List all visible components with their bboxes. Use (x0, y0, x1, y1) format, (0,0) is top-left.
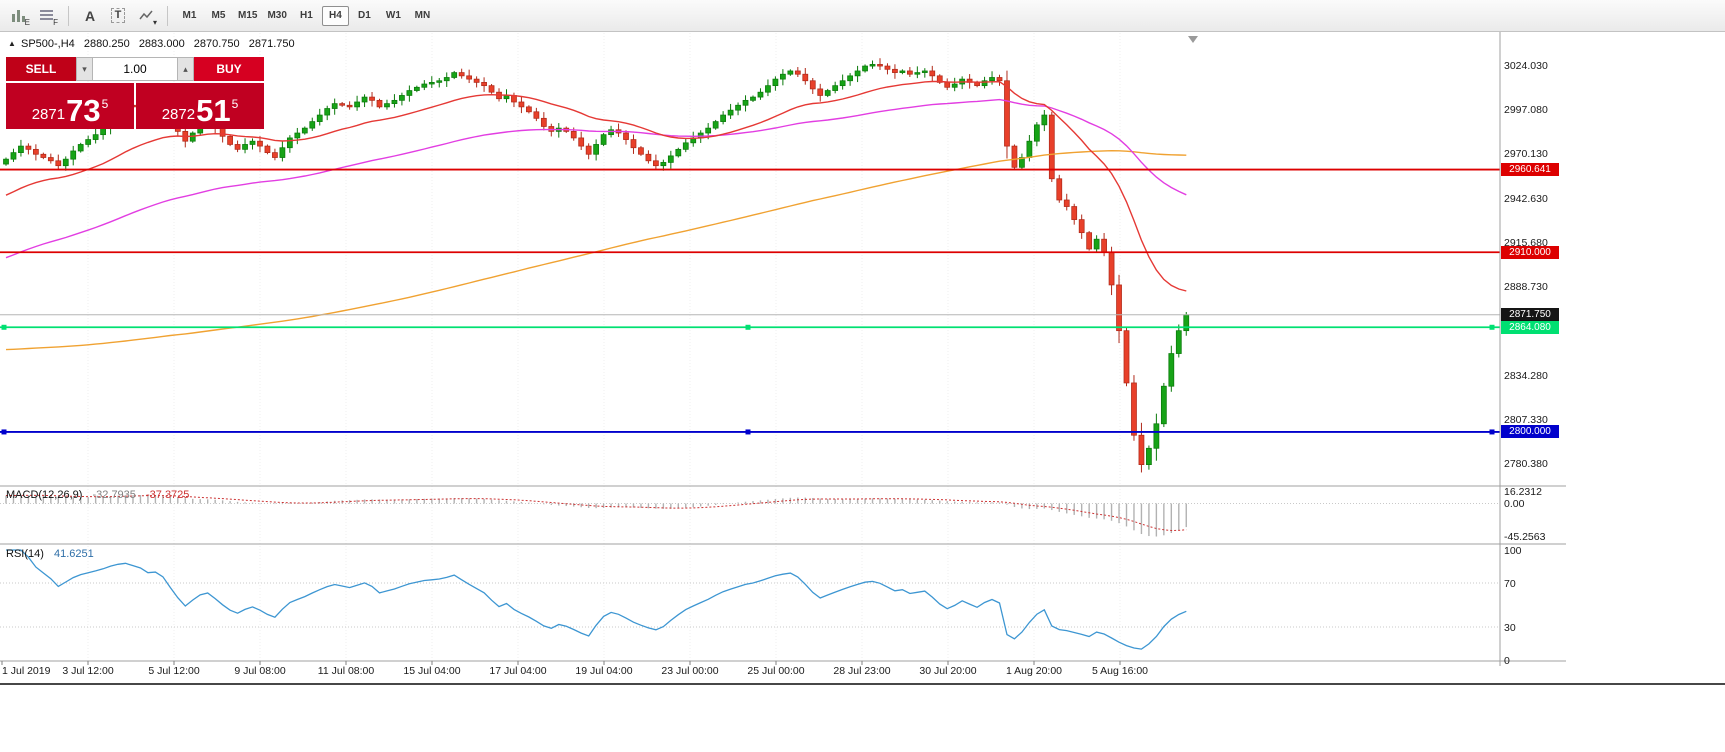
sell-price-main: 2871 (31, 106, 66, 123)
timeframe-button-h1[interactable]: H1 (300, 10, 313, 21)
macd-panel (0, 494, 1500, 537)
chart-window: ▲ SP500-,H4 2880.250 2883.000 2870.750 2… (0, 32, 1725, 752)
time-axis-label: 15 Jul 04:00 (403, 665, 461, 677)
time-axis-label: 17 Jul 04:00 (489, 665, 547, 677)
current-price-tag: 2871.750 (1501, 308, 1559, 322)
rsi-axis-label: 0 (1504, 654, 1510, 667)
price-axis-label: 2997.080 (1504, 104, 1548, 117)
zigzag-glyph (139, 10, 153, 19)
bars-glyph (12, 10, 25, 22)
macd-axis-label: -45.2563 (1504, 531, 1546, 543)
chart-grid-icon[interactable]: F (34, 4, 60, 28)
time-axis-label: 1 Jul 2019 (2, 665, 51, 677)
timeframe-button-h4[interactable]: H4 (321, 5, 349, 26)
buy-price-main: 2872 (161, 106, 196, 123)
price-axis-label: 2970.130 (1504, 148, 1548, 161)
font-icon[interactable]: A (84, 7, 96, 24)
time-axis-label: 30 Jul 20:00 (919, 665, 977, 677)
time-axis-label: 28 Jul 23:00 (833, 665, 891, 677)
volume-increase-button[interactable]: ▴ (177, 57, 194, 81)
hline-price-tag: 2864.080 (1501, 320, 1559, 334)
macd-indicator-label: MACD(12,26,9) -32.7935 -37.3725 (6, 489, 196, 501)
chart-profile-icon[interactable]: E (6, 4, 32, 28)
symbol-name: SP500-,H4 (20, 38, 75, 50)
sell-price-display[interactable]: 2871 73 5 (6, 83, 134, 129)
text-label-icon[interactable]: T (105, 4, 131, 28)
rsi-axis-label: 70 (1504, 577, 1516, 590)
time-axis-label: 23 Jul 00:00 (661, 665, 719, 677)
toolbar-separator (167, 5, 168, 26)
timeframe-button-m30[interactable]: M30 (267, 10, 287, 21)
time-axis-label: 25 Jul 00:00 (747, 665, 805, 677)
macd-main-value: -32.7935 (92, 489, 136, 501)
macd-name: MACD(12,26,9) (6, 489, 83, 501)
rsi-axis-label: 100 (1504, 544, 1522, 557)
time-axis-label: 9 Jul 08:00 (234, 665, 286, 677)
toolbar-separator (68, 5, 69, 26)
timeframe-button-m15[interactable]: M15 (238, 10, 258, 21)
time-axis-label: 5 Aug 16:00 (1091, 665, 1149, 677)
axis-frame (0, 32, 1566, 666)
bar-open: 2880.250 (83, 38, 130, 50)
time-axis-label: 11 Jul 08:00 (317, 665, 375, 677)
rsi-name: RSI(14) (6, 548, 44, 560)
buy-price-display[interactable]: 2872 51 5 (136, 83, 264, 129)
timeframe-toolbar: M1 M5 M15 M30 H1 H4 D1 W1 MN (175, 5, 437, 26)
chevron-down-icon: ▾ (152, 17, 157, 27)
draw-style-icon[interactable]: ▾ (133, 4, 159, 28)
sell-price-pips: 73 (66, 92, 101, 128)
price-axis-label: 2780.380 (1504, 458, 1548, 470)
volume-input[interactable] (93, 57, 177, 81)
candlestick-series (3, 58, 1190, 473)
rsi-value: 41.6251 (53, 548, 94, 560)
price-axis-label: 2834.280 (1504, 369, 1548, 382)
horizontal-lines (0, 168, 1500, 435)
macd-axis-label: 0.00 (1504, 498, 1525, 510)
hline-price-tag: 2960.641 (1501, 163, 1559, 177)
timeframe-button-w1[interactable]: W1 (385, 10, 401, 21)
toolbar: E F A T ▾ M1 M5 M15 M30 H1 H4 D1 W1 MN (0, 0, 1725, 32)
chart-canvas[interactable] (0, 32, 1566, 684)
rsi-axis-label: 30 (1504, 621, 1516, 634)
buy-price-fraction: 5 (231, 97, 239, 111)
one-click-trading-panel: SELL ▾ ▴ BUY 2871 73 5 2872 51 5 (6, 57, 264, 129)
grid-glyph (40, 10, 53, 20)
sell-price-fraction: 5 (101, 97, 109, 111)
window-bottom-border (0, 683, 1725, 685)
hline-price-tag: 2800.000 (1501, 425, 1559, 439)
rsi-panel (0, 549, 1500, 650)
price-axis-label: 3024.030 (1504, 60, 1548, 72)
bar-close: 2871.750 (248, 38, 295, 50)
timeframe-button-d1[interactable]: D1 (358, 10, 371, 21)
bar-low: 2870.750 (193, 38, 240, 50)
price-axis-label: 2942.630 (1504, 192, 1548, 205)
symbol-marker-icon: ▲ (8, 39, 16, 48)
price-axis-label: 2888.730 (1504, 281, 1548, 293)
hline-price-tag: 2910.000 (1501, 245, 1559, 259)
sell-button[interactable]: SELL (6, 57, 76, 81)
buy-price-pips: 51 (196, 92, 231, 128)
bar-high: 2883.000 (138, 38, 185, 50)
macd-signal-value: -37.3725 (145, 489, 190, 501)
timeframe-button-mn[interactable]: MN (414, 10, 431, 21)
time-axis-label: 1 Aug 20:00 (1005, 665, 1063, 677)
time-axis-label: 19 Jul 04:00 (575, 665, 633, 677)
timeframe-button-m1[interactable]: M1 (182, 10, 197, 21)
icon-subscript: E (24, 17, 30, 27)
price-axis-label: 2807.330 (1504, 413, 1548, 426)
chart-shift-marker (1188, 36, 1198, 43)
volume-decrease-button[interactable]: ▾ (76, 57, 93, 81)
buy-button[interactable]: BUY (194, 57, 264, 81)
timeframe-button-m5[interactable]: M5 (211, 10, 226, 21)
macd-axis-label: 16.2312 (1504, 486, 1542, 499)
time-axis-label: 5 Jul 12:00 (148, 665, 200, 677)
time-axis-label: 3 Jul 12:00 (62, 665, 114, 677)
chart-ohlc-header: ▲ SP500-,H4 2880.250 2883.000 2870.750 2… (8, 38, 301, 50)
rsi-indicator-label: RSI(14) 41.6251 (6, 548, 101, 560)
icon-subscript: F (53, 17, 58, 27)
